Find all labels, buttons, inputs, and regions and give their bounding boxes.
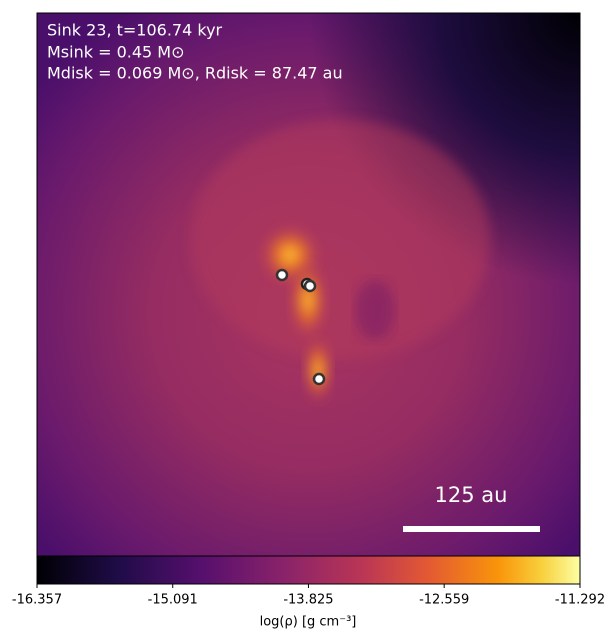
annotation: Mdisk = 0.069 M⊙, Rdisk = 87.47 au [47,64,343,83]
colorbar-tick-label: -15.091 [148,593,198,608]
colorbar-tick-label: -16.357 [12,593,62,608]
density-map [36,12,581,557]
scale-bar [403,526,540,532]
colorbar-label: log(ρ) [g cm⁻³] [260,615,357,630]
colorbar-tick-label: -12.559 [419,593,469,608]
colorbar-tick-label: -11.292 [555,593,605,608]
annotation: Sink 23, t=106.74 kyr [47,21,223,40]
annotation: Msink = 0.45 M⊙ [47,43,185,62]
colorbar-tick-label: -13.825 [283,593,333,608]
scale-bar-label: 125 au [435,483,508,507]
colorbar [36,555,581,585]
